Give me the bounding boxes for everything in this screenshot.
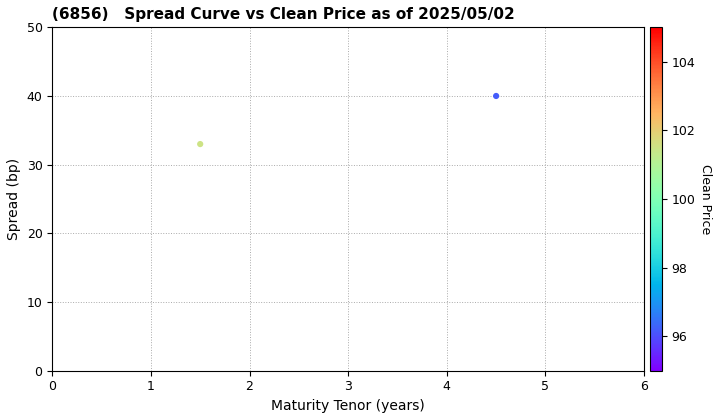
Point [194,141,206,147]
Text: (6856)   Spread Curve vs Clean Price as of 2025/05/02: (6856) Spread Curve vs Clean Price as of… [53,7,515,22]
X-axis label: Maturity Tenor (years): Maturity Tenor (years) [271,399,425,413]
Y-axis label: Spread (bp): Spread (bp) [7,158,21,240]
Y-axis label: Clean Price: Clean Price [699,164,712,234]
Point [490,93,502,100]
